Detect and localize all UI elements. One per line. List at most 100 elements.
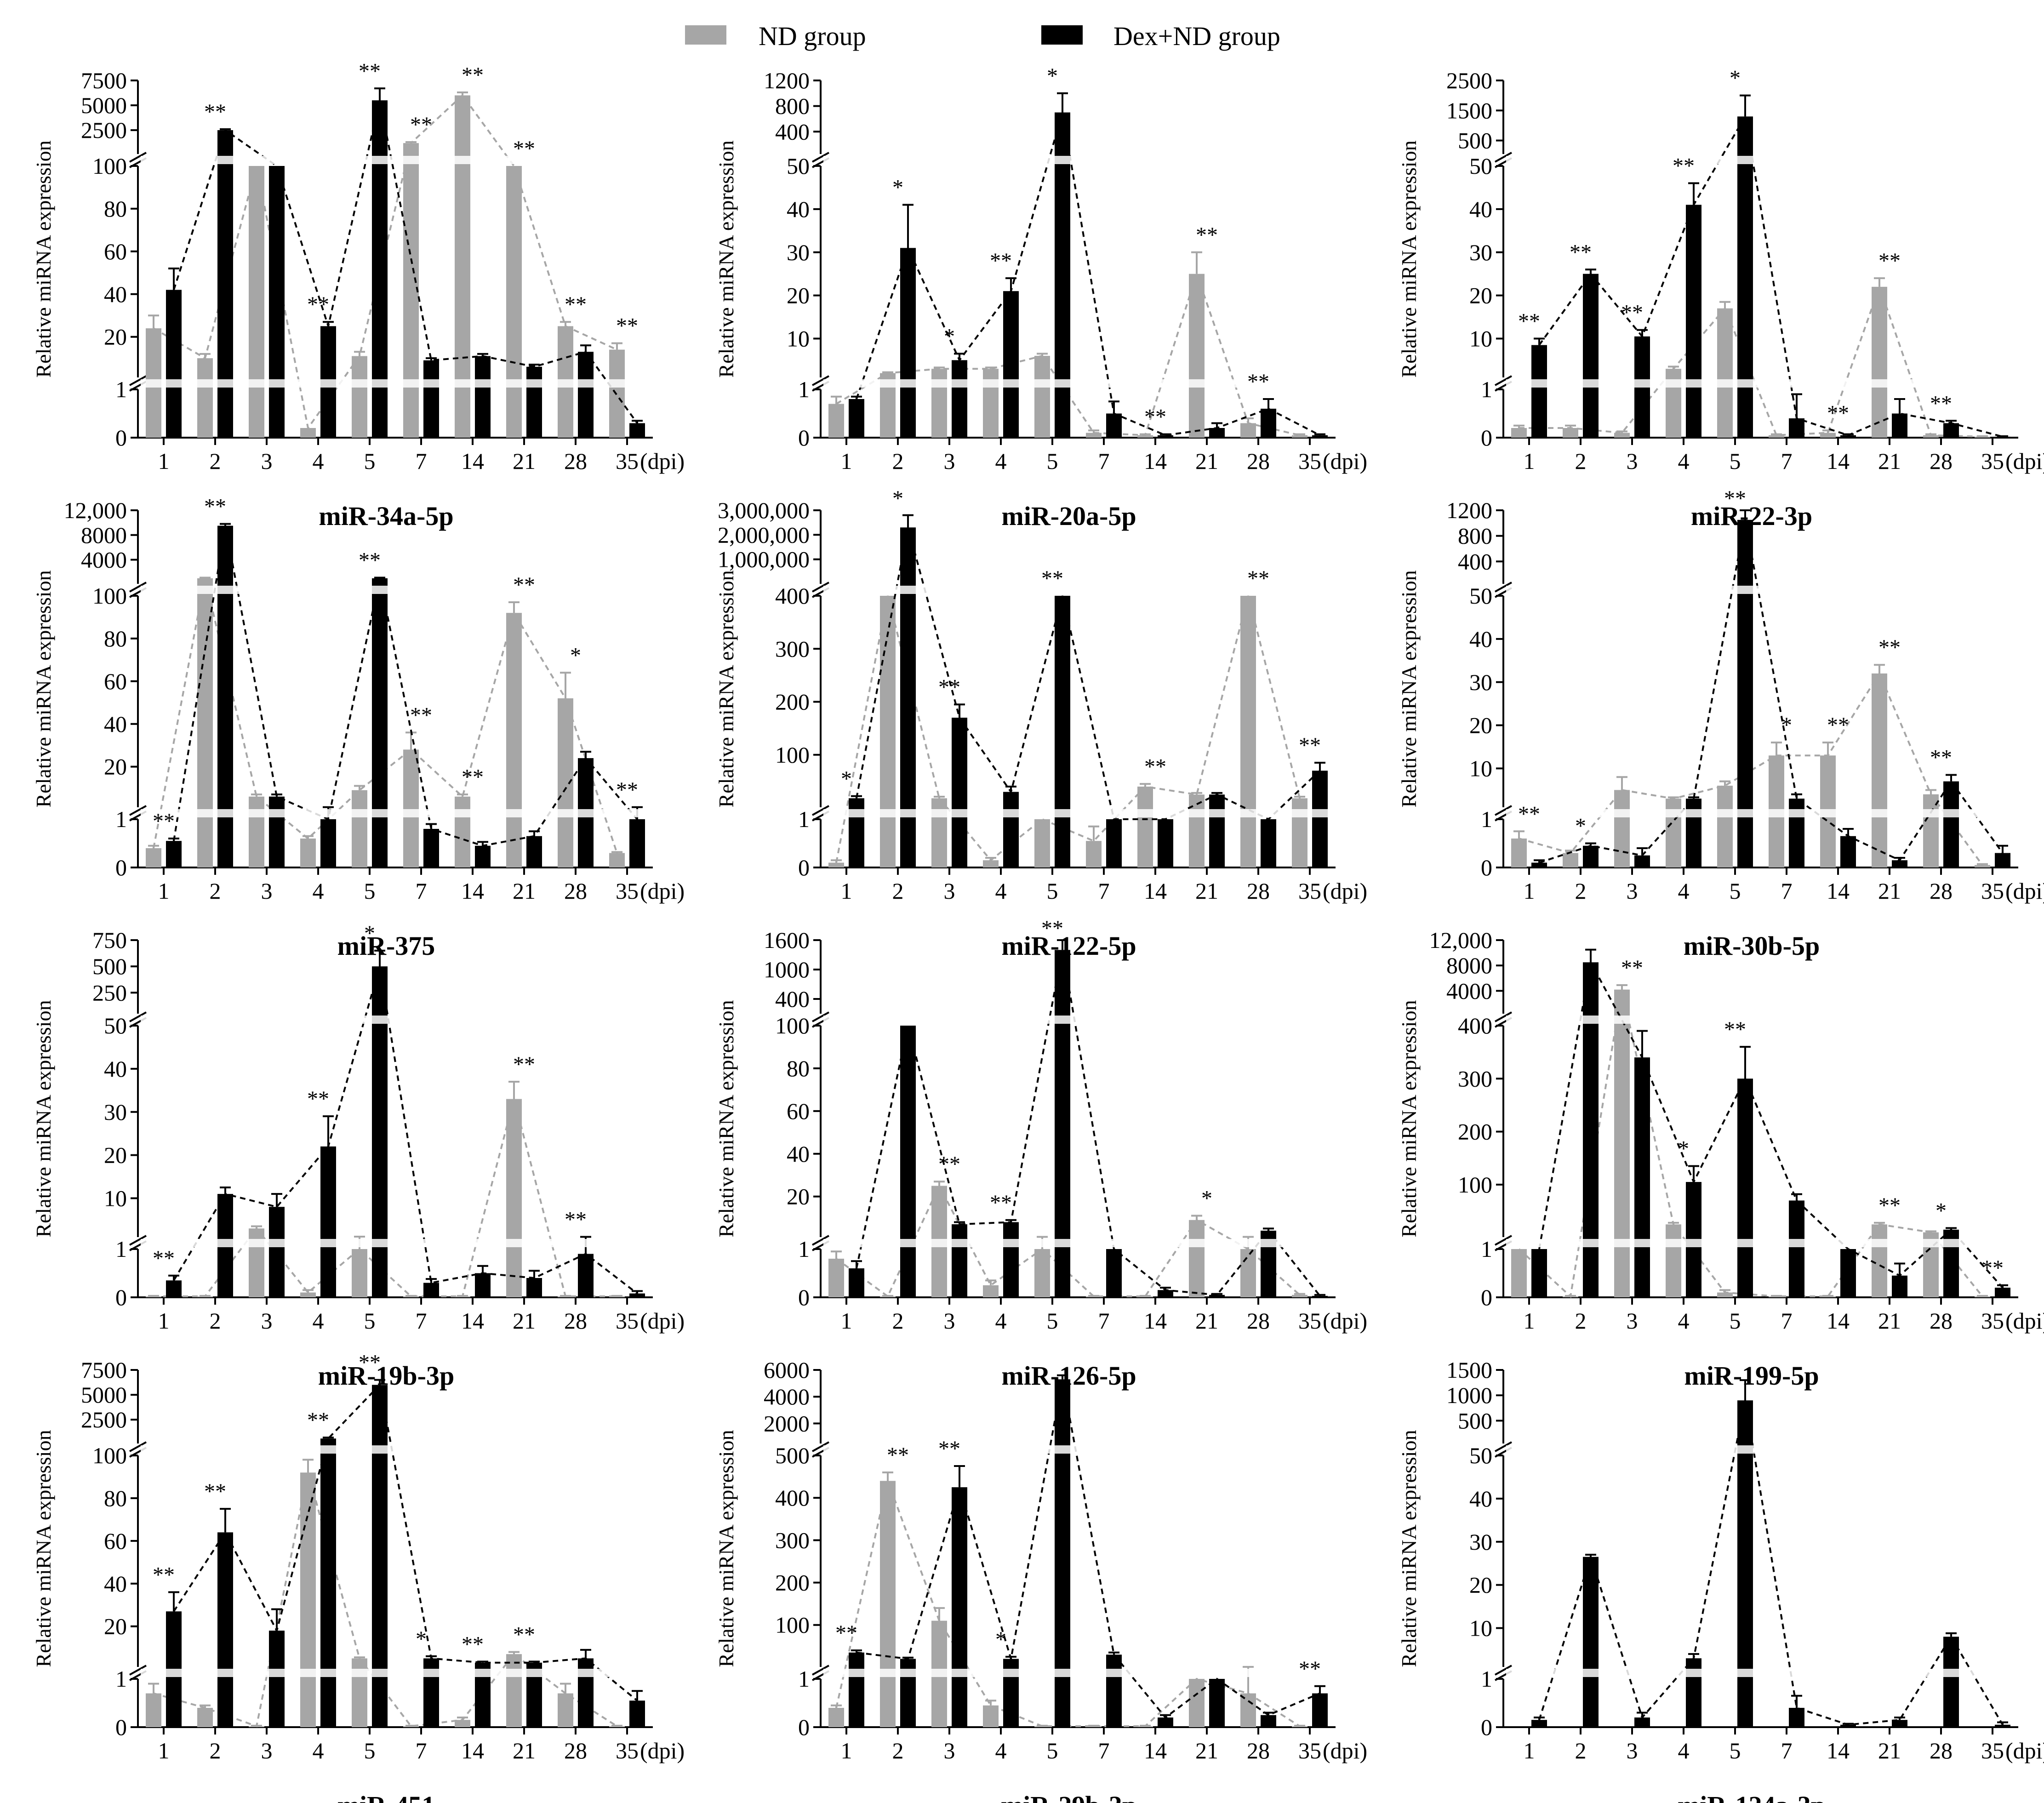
axis-break-mark (129, 375, 147, 386)
bar-dex-nd-28 (1943, 423, 1959, 438)
x-tick-label: 21 (1878, 1308, 1901, 1334)
y-tick-label: 20 (1469, 283, 1492, 308)
x-tick-label: 14 (1827, 1738, 1850, 1763)
bar-dex-nd-1 (1531, 345, 1547, 438)
bar-dex-nd-2 (1583, 845, 1599, 867)
y-tick-label: 20 (104, 324, 127, 350)
axis-break-mark (812, 582, 829, 593)
legend-label-dex-nd: Dex+ND group (1113, 21, 1280, 51)
y-tick-label: 20 (104, 754, 127, 780)
x-tick-label: 7 (416, 878, 427, 904)
y-tick-label: 800 (1458, 523, 1492, 549)
x-tick-label: 3 (261, 1308, 273, 1334)
significance-marker: ** (1827, 401, 1849, 425)
axis-break-band (823, 1669, 1338, 1677)
y-tick-label: 100 (775, 742, 810, 768)
x-axis-unit: (dpi) (1323, 1738, 1367, 1763)
bar-dex-nd-35 (1312, 770, 1328, 867)
y-tick-label: 10 (1469, 756, 1492, 782)
x-tick-label: 14 (1144, 448, 1167, 474)
significance-marker: ** (1518, 309, 1540, 334)
significance-marker: ** (1041, 916, 1063, 941)
y-tick-label: 1 (115, 1666, 127, 1692)
x-tick-label: 21 (1878, 878, 1901, 904)
y-tick-label: 1 (798, 806, 810, 832)
bar-dex-nd-35 (1312, 1295, 1328, 1297)
x-tick-label: 21 (1878, 448, 1901, 474)
bar-nd-21 (1189, 794, 1205, 867)
y-tick-label: 100 (92, 583, 127, 609)
significance-marker: * (1781, 713, 1792, 737)
x-tick-label: 1 (841, 878, 852, 904)
x-tick-label: 3 (944, 878, 955, 904)
x-tick-label: 5 (1730, 1308, 1741, 1334)
bar-dex-nd-14 (1840, 1249, 1856, 1297)
x-axis-unit: (dpi) (1323, 448, 1367, 474)
x-tick-label: 4 (1678, 878, 1690, 904)
axis-break-mark (129, 152, 147, 163)
x-tick-label: 3 (1627, 1738, 1638, 1763)
chart-title: miR-375 (337, 931, 435, 961)
x-tick-label: 2 (892, 878, 904, 904)
significance-marker: ** (616, 314, 638, 338)
bar-nd-14 (455, 796, 470, 867)
x-tick-label: 4 (995, 1308, 1007, 1334)
y-tick-label: 1 (798, 1666, 810, 1692)
bar-dex-nd-21 (1892, 413, 1907, 438)
bar-dex-nd-4 (1686, 1658, 1701, 1727)
bar-dex-nd-35 (1995, 436, 2010, 438)
axis-break-mark (1495, 1441, 1512, 1452)
y-tick-label: 10 (1469, 1615, 1492, 1641)
bar-nd-28 (1923, 794, 1939, 867)
y-tick-label: 60 (787, 1098, 810, 1124)
y-tick-label: 80 (787, 1056, 810, 1081)
y-tick-label: 2500 (81, 117, 127, 143)
bar-dex-nd-1 (166, 1280, 182, 1297)
bar-dex-nd-7 (1106, 1655, 1122, 1727)
bar-dex-nd-21 (1209, 428, 1225, 438)
bar-dex-nd-1 (1531, 1249, 1547, 1297)
x-axis-unit: (dpi) (640, 878, 685, 904)
y-tick-label: 500 (1458, 1408, 1492, 1433)
y-tick-label: 1 (115, 1236, 127, 1262)
bar-nd-21 (1189, 1679, 1205, 1727)
axis-break-mark (1495, 1011, 1512, 1022)
x-tick-label: 7 (1098, 1308, 1110, 1334)
bar-dex-nd-7 (1789, 418, 1804, 438)
x-tick-label: 28 (1247, 1308, 1270, 1334)
bar-dex-nd-35 (1312, 435, 1328, 438)
bar-nd-5 (1034, 356, 1050, 438)
significance-marker: ** (565, 292, 587, 317)
bar-dex-nd-35 (629, 423, 645, 438)
bar-dex-nd-35 (629, 1700, 645, 1727)
x-tick-label: 5 (364, 878, 376, 904)
y-tick-label: 1 (115, 377, 127, 402)
bar-dex-nd-28 (578, 1658, 594, 1727)
bar-dex-nd-1 (166, 290, 182, 438)
bar-nd-35 (1975, 436, 1990, 438)
x-tick-label: 35 (1298, 448, 1321, 474)
trend-line-dex-nd (856, 527, 1321, 821)
y-axis-label: Relative miRNA expression (1397, 1000, 1421, 1237)
significance-marker: ** (1144, 754, 1166, 779)
significance-marker: * (416, 1627, 427, 1651)
bar-dex-nd-2 (1583, 274, 1599, 438)
x-tick-label: 14 (1144, 878, 1167, 904)
axis-break-band (823, 379, 1338, 388)
bar-dex-nd-3 (1634, 1057, 1650, 1297)
axis-break-mark (812, 1665, 829, 1676)
y-tick-label: 50 (1469, 153, 1492, 179)
significance-marker: * (892, 486, 903, 511)
bar-nd-7 (1769, 435, 1784, 438)
y-tick-label: 12,000 (64, 497, 127, 523)
bar-dex-nd-28 (1943, 1637, 1959, 1727)
y-tick-label: 200 (775, 689, 810, 715)
significance-marker: * (1575, 814, 1586, 839)
bar-nd-1 (828, 862, 844, 867)
